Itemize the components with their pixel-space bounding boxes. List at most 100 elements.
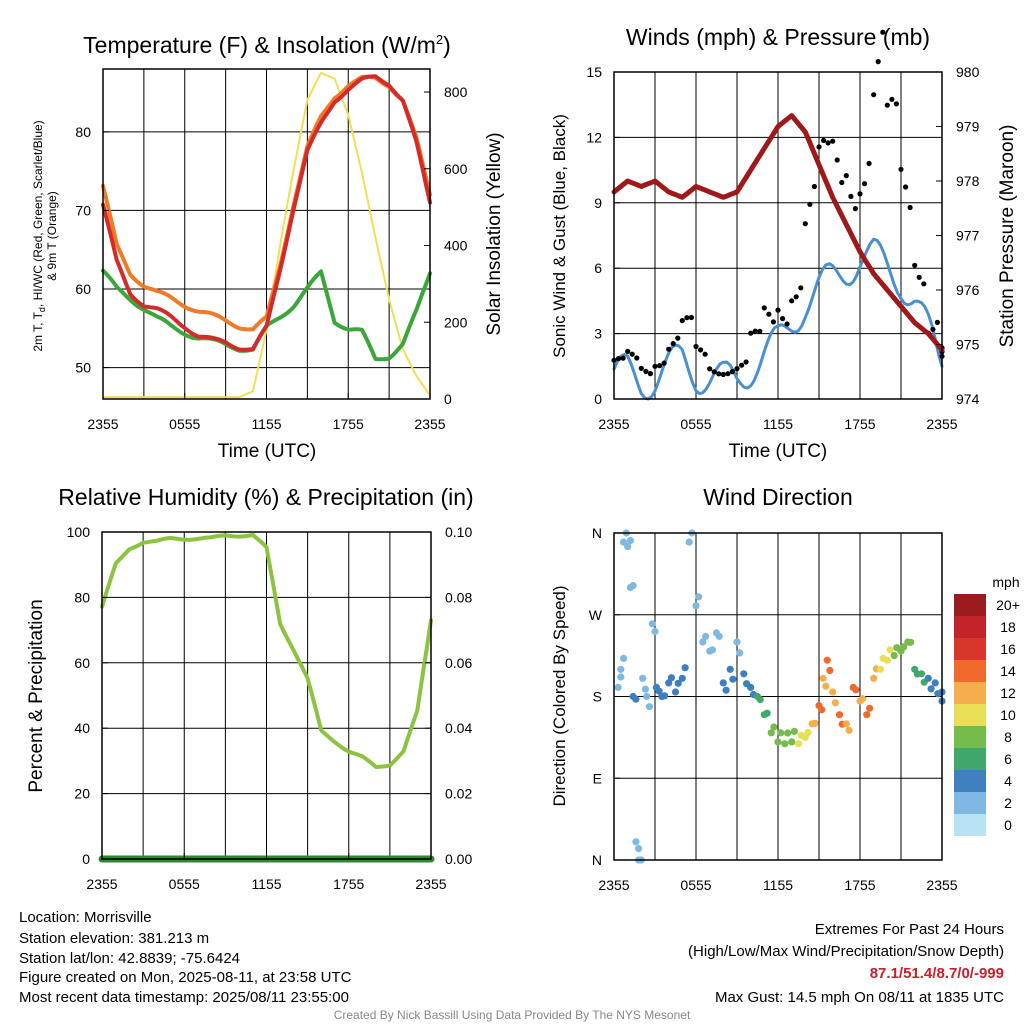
legend-swatch (954, 814, 986, 836)
wind-direction-point (788, 738, 796, 746)
wind-direction-point (784, 729, 792, 737)
gust-point (657, 363, 663, 369)
winds-series (611, 29, 945, 401)
legend-swatch (954, 704, 986, 726)
gust-point (679, 318, 685, 324)
gust-point (852, 206, 859, 212)
gust-point (866, 160, 872, 167)
wind-direction-point (626, 536, 635, 545)
x-tick-label: 2355 (598, 416, 629, 432)
wind-direction-point (819, 674, 827, 682)
wind-direction-point (614, 683, 622, 692)
gust-point (716, 371, 722, 377)
y2-tick-label: 400 (444, 238, 468, 254)
gust-point (743, 359, 749, 365)
gust-point (711, 369, 717, 375)
wind-direction-point (770, 723, 778, 731)
gust-point (770, 319, 777, 325)
humidity-tick-labels: 2355 0555 1155 1755 2355 0 20 40 60 80 100 0.00 0.02… (67, 524, 473, 892)
legend-swatch (954, 748, 986, 770)
wind-direction-point (632, 695, 640, 703)
wind-direction-point (643, 692, 651, 701)
wind-direction-point (852, 686, 860, 694)
legend-swatch (954, 594, 986, 616)
x-tick-label: 1755 (333, 876, 364, 892)
credit-text: Created By Nick Bassill Using Data Provi… (334, 1008, 691, 1022)
gust-point (839, 179, 845, 186)
wind-direction-point (635, 845, 643, 853)
y-tick-label: 6 (594, 260, 602, 276)
x-tick-label: 2355 (415, 876, 446, 892)
gust-point (834, 157, 840, 163)
gust-point (620, 355, 626, 361)
wind-direction-point (866, 704, 874, 712)
gust-point (807, 201, 813, 207)
gust-point (775, 307, 781, 313)
wind-direction-panel: Wind Direction 2355 0555 1155 1755 2355 N E S W N… (550, 484, 1020, 893)
wind-direction-point (674, 679, 682, 687)
x-tick-label: 1755 (844, 416, 875, 432)
wind-direction-point (641, 685, 650, 693)
gust-point (884, 102, 890, 108)
gust-point (739, 362, 745, 368)
gust-point (780, 316, 786, 322)
y-tick-label: N (592, 525, 602, 541)
y-tick-label: E (593, 770, 602, 786)
x-tick-label: 2355 (87, 416, 118, 432)
wind-direction-point (729, 675, 737, 683)
temperature-2m-line (101, 74, 432, 352)
elevation-text: Station elevation: 381.213 m (19, 930, 209, 947)
legend-label: 20+ (996, 597, 1020, 613)
created-text: Figure created on Mon, 2025-08-11, at 23… (19, 969, 352, 986)
gust-point (934, 319, 941, 325)
footer-info: Location: Morrisville Station elevation:… (19, 909, 1004, 1022)
wind-direction-point (823, 656, 831, 664)
wind-direction-point (826, 666, 834, 675)
gust-point (912, 262, 918, 268)
wind-direction-point (794, 740, 803, 748)
wind-direction-title: Wind Direction (703, 484, 853, 510)
extremes-title: Extremes For Past 24 Hours (815, 921, 1004, 938)
y-tick-label: 70 (75, 202, 91, 218)
gust-point (698, 347, 704, 353)
wind-direction-point (831, 699, 840, 707)
y2-tick-label: 977 (956, 228, 980, 244)
latlon-text: Station lat/lon: 42.8839; -75.6424 (19, 950, 240, 967)
gust-point (616, 355, 622, 362)
gust-point (825, 140, 831, 146)
wind-direction-point (715, 632, 723, 640)
x-tick-label: 0555 (680, 416, 711, 432)
station-pressure-line (611, 113, 945, 353)
x-tick-label: 1155 (763, 416, 793, 432)
gust-point (720, 371, 726, 378)
x-tick-label: 2355 (926, 416, 957, 432)
y-tick-label: N (592, 852, 602, 868)
legend-swatch (954, 792, 986, 814)
temperature-series (101, 71, 432, 399)
x-tick-label: 1155 (251, 416, 281, 432)
wind-direction-point (777, 729, 785, 737)
legend-label: 6 (1004, 751, 1012, 767)
wind-direction-point (900, 643, 908, 651)
legend-swatch (954, 682, 986, 704)
wind-direction-point (790, 727, 799, 736)
legend-swatch (954, 770, 986, 792)
gust-point (889, 96, 895, 102)
y-tick-label: 60 (75, 281, 91, 297)
y2-tick-label: 975 (956, 337, 980, 353)
legend-label: 10 (1000, 707, 1016, 723)
winds-panel: Winds (mph) & Pressure (mb) 2355 0555 1155… (550, 24, 1018, 462)
extremes-values: 87.1/51.4/8.7/0/-999 (870, 965, 1004, 982)
wind-direction-point (822, 682, 830, 690)
gust-point (862, 181, 868, 187)
wind-direction-point (655, 687, 663, 695)
y2-tick-label: 800 (444, 84, 468, 100)
legend-swatch (954, 660, 986, 682)
gust-point (930, 326, 936, 332)
temperature-y-label-line2: & 9m T (Orange) (45, 191, 59, 281)
gust-point (766, 311, 772, 317)
y-tick-label: 80 (74, 589, 90, 605)
wind-direction-point (702, 632, 710, 641)
gust-point (634, 355, 640, 361)
humidity-y-label: Percent & Precipitation (26, 599, 47, 792)
